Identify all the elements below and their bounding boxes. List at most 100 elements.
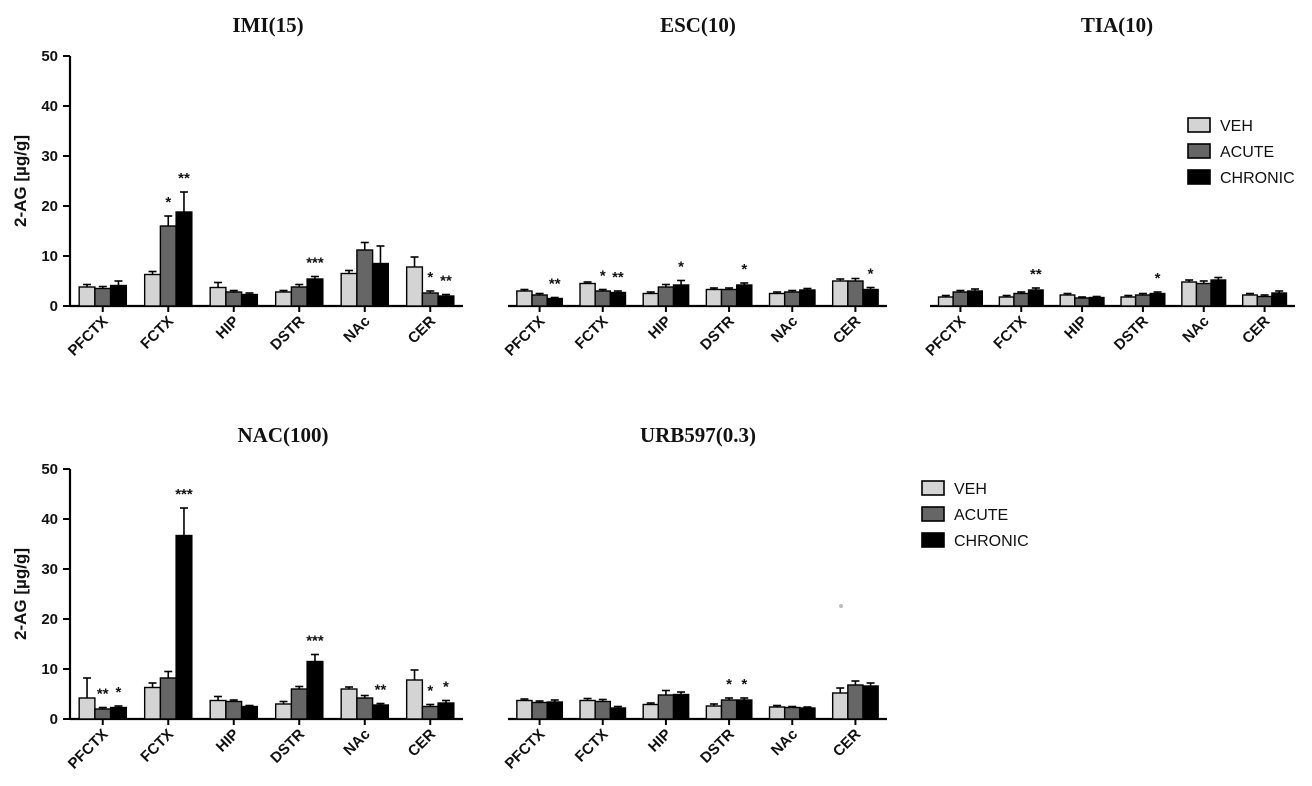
- x-tick-label: DSTR: [267, 726, 308, 767]
- bar-acute: [1074, 297, 1091, 307]
- x-tick-label: CER: [830, 313, 865, 348]
- bar-veh: [274, 291, 293, 307]
- bar-veh: [998, 296, 1015, 307]
- legend-swatch-chronic: [921, 532, 945, 548]
- legend-swatch-veh: [1187, 117, 1211, 133]
- bar-veh: [768, 706, 786, 720]
- significance-marker: *: [868, 266, 874, 283]
- x-tick-label: NAc: [340, 313, 373, 346]
- x-tick-label: DSTR: [1111, 313, 1152, 354]
- bar-chronic: [862, 288, 879, 307]
- legend-label-chronic: CHRONIC: [1220, 170, 1295, 187]
- x-tick-label: HIP: [645, 313, 675, 343]
- bar-chronic: [672, 284, 690, 307]
- legend-label-chronic: CHRONIC: [954, 533, 1029, 550]
- significance-marker: **: [375, 682, 387, 699]
- x-tick-label: FCTX: [572, 726, 612, 766]
- y-axis-label: 2-AG [µg/g]: [11, 135, 30, 227]
- bar-acute: [1134, 294, 1151, 307]
- bar-acute: [531, 701, 548, 720]
- significance-marker: ***: [175, 486, 193, 503]
- bar-acute: [290, 688, 308, 720]
- bar-veh: [143, 273, 162, 307]
- bar-chronic: [109, 706, 128, 720]
- bar-acute: [952, 291, 969, 307]
- bar-chronic: [735, 284, 753, 307]
- stray-dot: [839, 604, 843, 608]
- y-tick-label: 20: [41, 611, 58, 628]
- legend-bottom: VEH ACUTE CHRONIC: [921, 480, 1029, 550]
- x-tick-label: CER: [405, 726, 440, 761]
- bar-veh: [78, 286, 96, 307]
- bar-chronic: [306, 660, 324, 720]
- x-tick-label: FCTX: [137, 726, 177, 766]
- significance-marker: *: [427, 269, 433, 286]
- bar-chronic: [546, 701, 564, 720]
- legend-top: VEH ACUTE CHRONIC: [1187, 117, 1295, 187]
- x-tick-label: PFCTX: [502, 726, 549, 773]
- y-tick-label: 50: [41, 461, 58, 478]
- bar-chronic: [371, 704, 390, 720]
- x-tick-label: FCTX: [137, 313, 177, 353]
- bar-chronic: [609, 291, 627, 307]
- significance-marker: **: [178, 170, 190, 187]
- significance-marker: *: [726, 676, 732, 693]
- bar-veh: [340, 272, 358, 307]
- bar-acute: [356, 697, 374, 720]
- bar-chronic: [175, 534, 193, 720]
- significance-marker: *: [443, 679, 449, 696]
- bar-chronic: [437, 702, 455, 720]
- chart-panel-1: IMI(15) 0 10 20 30 40 50 2-AG [µg/g] PFCTX FCTX HI…: [11, 13, 463, 360]
- bar-chronic: [109, 284, 128, 307]
- y-tick-label: 40: [41, 98, 58, 115]
- significance-marker: **: [1030, 266, 1042, 283]
- chart-panel-5: URB597(0.3) PFCTX FCTX HIP DSTR NAc CER * *: [502, 423, 887, 773]
- legend-swatch-veh: [921, 480, 945, 496]
- legend-label-acute: ACUTE: [1220, 144, 1274, 161]
- bar-acute: [847, 280, 864, 307]
- bar-veh: [831, 280, 849, 307]
- significance-marker: ***: [306, 633, 324, 650]
- significance-marker: *: [741, 261, 747, 278]
- x-tick-label: CER: [1239, 313, 1274, 348]
- x-tick-label: CER: [405, 313, 440, 348]
- x-tick-label: PFCTX: [922, 313, 969, 360]
- bar-veh: [937, 296, 954, 307]
- bar-acute: [159, 677, 177, 720]
- bar-acute: [1195, 282, 1212, 307]
- x-tick-label: NAc: [768, 726, 801, 759]
- x-tick-label: DSTR: [267, 313, 308, 354]
- bar-acute: [657, 286, 675, 307]
- y-tick-label: 30: [41, 148, 58, 165]
- significance-marker: **: [612, 269, 624, 286]
- y-tick-label: 30: [41, 561, 58, 578]
- bar-chronic: [546, 297, 564, 307]
- bar-chronic: [1271, 292, 1288, 307]
- x-tick-label: CER: [830, 726, 865, 761]
- bar-chronic: [799, 707, 816, 720]
- bar-chronic: [862, 685, 879, 720]
- bar-veh: [1181, 281, 1198, 307]
- x-tick-label: HIP: [213, 313, 243, 343]
- chart-title: TIA(10): [1081, 13, 1153, 37]
- bar-chronic: [437, 295, 455, 307]
- bar-chronic: [609, 707, 627, 720]
- y-tick-label: 0: [50, 298, 58, 315]
- x-tick-label: PFCTX: [502, 313, 549, 360]
- bar-chronic: [1088, 296, 1105, 307]
- bar-veh: [705, 705, 723, 720]
- bar-veh: [516, 290, 533, 307]
- y-tick-label: 50: [41, 48, 58, 65]
- bar-acute: [594, 700, 612, 720]
- x-tick-label: FCTX: [990, 313, 1030, 353]
- y-axis-label: 2-AG [µg/g]: [11, 548, 30, 640]
- x-tick-label: FCTX: [572, 313, 612, 353]
- bar-veh: [579, 282, 596, 307]
- significance-marker: *: [600, 268, 606, 285]
- bar-acute: [847, 684, 864, 720]
- chart-title: NAC(100): [238, 423, 329, 447]
- bar-veh: [768, 292, 786, 307]
- bar-chronic: [306, 278, 324, 307]
- y-tick-label: 10: [41, 661, 58, 678]
- bar-chronic: [1027, 289, 1044, 307]
